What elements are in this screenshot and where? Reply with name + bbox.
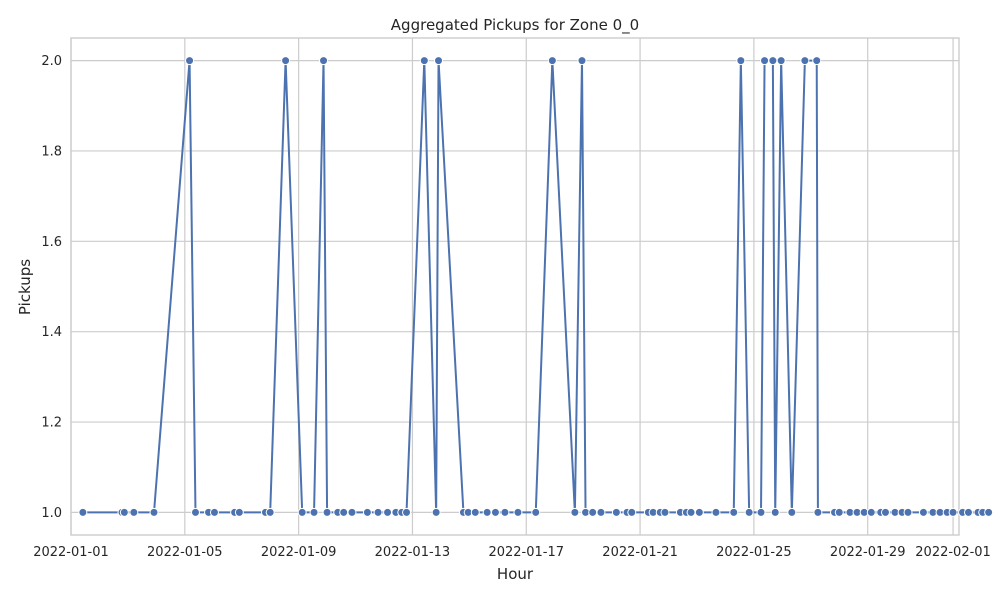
data-point: [880, 507, 890, 517]
x-tick-label: 2022-01-29: [830, 545, 906, 560]
data-point: [812, 56, 822, 66]
data-point: [190, 507, 200, 517]
data-point: [119, 507, 129, 517]
data-point: [149, 507, 159, 517]
data-point: [319, 56, 329, 66]
x-tick-label: 2022-01-05: [147, 545, 223, 560]
data-point: [547, 56, 557, 66]
y-tick-label: 1.0: [41, 506, 62, 521]
data-point: [776, 56, 786, 66]
data-point: [281, 56, 291, 66]
data-point: [402, 507, 412, 517]
data-point: [362, 507, 372, 517]
chart-title: Aggregated Pickups for Zone 0_0: [391, 16, 639, 35]
data-point: [770, 507, 780, 517]
data-point: [339, 507, 349, 517]
data-point: [431, 507, 441, 517]
tick-layer: 2022-01-01 2022-01-05 2022-01-09 2022-01-13…: [33, 54, 991, 560]
data-point: [531, 507, 541, 517]
data-point: [711, 507, 721, 517]
data-point: [963, 507, 973, 517]
data-point: [78, 507, 88, 517]
data-point: [577, 56, 587, 66]
x-tick-label: 2022-01-01: [33, 545, 109, 560]
data-point: [373, 507, 383, 517]
y-tick-label: 1.2: [41, 416, 62, 431]
x-tick-label: 2022-01-25: [716, 545, 792, 560]
data-point: [129, 507, 139, 517]
data-point: [383, 507, 393, 517]
data-point: [570, 507, 580, 517]
y-tick-label: 1.4: [41, 325, 62, 340]
x-axis-label: Hour: [497, 565, 534, 583]
data-point: [596, 507, 606, 517]
data-point: [834, 507, 844, 517]
data-point: [918, 507, 928, 517]
y-tick-label: 1.8: [41, 144, 62, 159]
data-point: [611, 507, 621, 517]
data-point: [768, 56, 778, 66]
data-point: [813, 507, 823, 517]
data-point: [297, 507, 307, 517]
x-tick-label: 2022-01-13: [375, 545, 451, 560]
data-point: [500, 507, 510, 517]
series-line: [82, 59, 989, 514]
data-point: [660, 507, 670, 517]
data-point: [482, 507, 492, 517]
data-point: [588, 507, 598, 517]
data-point: [434, 56, 444, 66]
data-point: [309, 507, 319, 517]
plot-frame: [70, 37, 960, 536]
data-point: [627, 507, 637, 517]
x-tick-label: 2022-02-01: [915, 545, 991, 560]
data-point: [347, 507, 357, 517]
data-point: [265, 507, 275, 517]
data-point: [736, 56, 746, 66]
data-point: [419, 56, 429, 66]
data-point: [756, 507, 766, 517]
y-tick-label: 1.6: [41, 235, 62, 250]
data-point: [729, 507, 739, 517]
data-point: [866, 507, 876, 517]
data-point: [787, 507, 797, 517]
data-point: [513, 507, 523, 517]
data-point: [948, 507, 958, 517]
data-point: [744, 507, 754, 517]
data-point: [322, 507, 332, 517]
data-point: [686, 507, 696, 517]
data-point: [209, 507, 219, 517]
data-point: [984, 507, 994, 517]
data-point: [234, 507, 244, 517]
data-point: [470, 507, 480, 517]
grid-layer: [70, 38, 959, 535]
y-axis-label: Pickups: [16, 259, 34, 315]
x-tick-label: 2022-01-09: [261, 545, 337, 560]
data-point: [800, 56, 810, 66]
series-layer: [78, 56, 994, 517]
data-point: [760, 56, 770, 66]
data-point: [694, 507, 704, 517]
x-tick-label: 2022-01-17: [488, 545, 564, 560]
data-point: [490, 507, 500, 517]
data-point: [903, 507, 913, 517]
data-point: [185, 56, 195, 66]
x-tick-label: 2022-01-21: [602, 545, 678, 560]
y-tick-label: 2.0: [41, 54, 62, 69]
